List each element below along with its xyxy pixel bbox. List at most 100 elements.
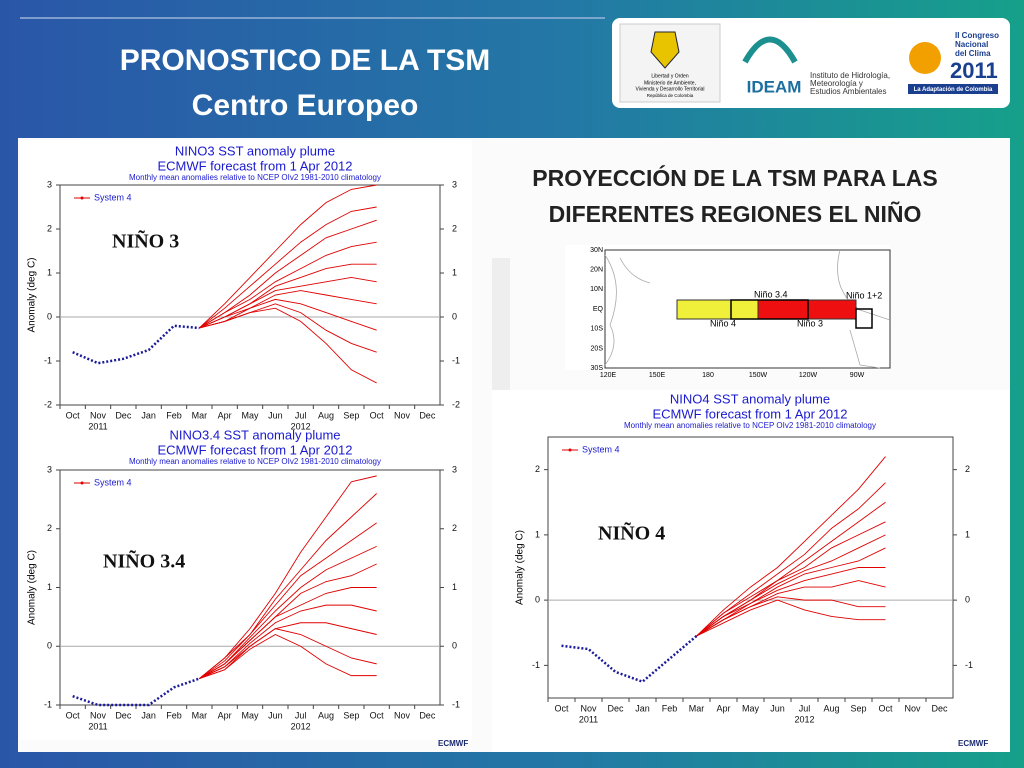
y-tick-label: 1 [535, 529, 540, 539]
lat-label: 20S [591, 345, 604, 352]
lat-label: 20N [590, 267, 603, 274]
forecast-member [696, 596, 886, 637]
year-label: 2011 [88, 721, 107, 731]
x-tick-label: Mar [689, 703, 705, 713]
lon-label: 90W [850, 372, 865, 379]
lon-label: 120W [799, 372, 818, 379]
chart-subtitle: ECMWF forecast from 1 Apr 2012 [157, 442, 352, 457]
x-tick-label: May [241, 410, 259, 420]
y-tick-label: 2 [535, 464, 540, 474]
x-tick-label: Jun [770, 703, 785, 713]
x-tick-label: Dec [419, 710, 436, 720]
x-tick-label: Nov [580, 703, 597, 713]
chart-note: Monthly mean anomalies relative to NCEP … [624, 421, 876, 430]
logo-text: Estudios Ambientales [810, 87, 887, 96]
forecast-member [199, 307, 377, 384]
x-tick-label: Jun [268, 410, 283, 420]
region-label: Niño 3.4 [754, 289, 788, 299]
y-tick-label: 2 [452, 223, 457, 233]
logo-text: IDEAM [747, 77, 802, 96]
legend-swatch [568, 448, 572, 452]
year-label: 2011 [88, 421, 107, 431]
x-tick-label: Dec [607, 703, 624, 713]
forecast-member [696, 456, 886, 637]
forecast-member [199, 475, 377, 679]
plot-frame [59, 184, 441, 406]
x-tick-label: Dec [419, 410, 436, 420]
chart-note: Monthly mean anomalies relative to NCEP … [129, 457, 381, 466]
x-tick-label: Dec [115, 410, 132, 420]
region-title: NIÑO 3.4 [103, 550, 185, 573]
x-tick-label: Nov [394, 410, 411, 420]
forecast-member [199, 276, 377, 329]
forecast-member [199, 522, 377, 679]
x-tick-label: Jul [799, 703, 811, 713]
chart-subtitle: ECMWF forecast from 1 Apr 2012 [157, 158, 352, 173]
y-tick-label: 0 [47, 311, 52, 321]
y-tick-label: 1 [452, 582, 457, 592]
y-tick-label: 2 [452, 523, 457, 533]
y-tick-label: -1 [452, 355, 460, 365]
y-tick-label: -1 [44, 699, 52, 709]
legend-label: System 4 [94, 477, 132, 487]
x-tick-label: Nov [394, 710, 411, 720]
observed-line [72, 677, 200, 707]
x-tick-label: Oct [66, 710, 81, 720]
x-tick-label: Apr [218, 410, 232, 420]
y-tick-label: 1 [47, 267, 52, 277]
forecast-member [199, 219, 377, 329]
chart-title: NINO3.4 SST anomaly plume [170, 427, 341, 442]
x-tick-label: Mar [192, 410, 208, 420]
year-label: 2012 [291, 721, 311, 731]
plot-frame [547, 436, 954, 699]
slide-title: PRONOSTICO DE LA TSM [120, 44, 491, 77]
y-tick-label: -2 [452, 399, 460, 409]
slide-subtitle: Centro Europeo [192, 89, 419, 122]
year-label: 2011 [579, 714, 598, 724]
x-tick-label: Oct [370, 410, 385, 420]
lat-label: 30N [590, 247, 603, 254]
section-heading: DIFERENTES REGIONES EL NIÑO [549, 200, 922, 227]
legend-swatch [80, 481, 84, 485]
x-tick-label: Aug [318, 710, 334, 720]
x-tick-label: Oct [370, 710, 385, 720]
lat-label: EQ [593, 306, 604, 313]
y-tick-label: 2 [47, 523, 52, 533]
x-tick-label: Feb [166, 410, 182, 420]
region-title: NIÑO 4 [598, 522, 665, 545]
y-tick-label: 0 [965, 595, 970, 605]
x-tick-label: Jan [141, 410, 156, 420]
lon-label: 120E [600, 372, 617, 379]
forecast-member [199, 206, 377, 329]
region-label: Niño 4 [710, 318, 736, 328]
x-tick-label: May [241, 710, 259, 720]
chart-note: Monthly mean anomalies relative to NCEP … [129, 173, 381, 182]
logo-text: Instituto de Hidrología, [810, 71, 890, 80]
x-tick-label: Jun [268, 710, 283, 720]
y-tick-label: 2 [47, 223, 52, 233]
x-tick-label: Nov [90, 410, 107, 420]
x-tick-label: Sep [850, 703, 866, 713]
lat-label: 10S [591, 326, 604, 333]
logo-bar: Libertad y Orden Ministerio de Ambiente,… [612, 18, 1010, 108]
logo-text: La Adaptación de Colombia [914, 87, 993, 93]
y-tick-label: 0 [452, 311, 457, 321]
y-tick-label: 3 [452, 464, 457, 474]
x-tick-label: Feb [662, 703, 678, 713]
x-tick-label: Apr [716, 703, 730, 713]
y-tick-label: 3 [452, 179, 457, 189]
y-tick-label: 3 [47, 179, 52, 189]
chart-subtitle: ECMWF forecast from 1 Apr 2012 [652, 406, 847, 421]
y-tick-label: 0 [452, 641, 457, 651]
chart-title: NINO4 SST anomaly plume [670, 391, 830, 406]
forecast-member [199, 184, 377, 329]
ecmwf-logo: ECMWF [958, 739, 988, 748]
x-tick-label: Aug [318, 410, 334, 420]
lon-label: 180 [702, 372, 714, 379]
forecast-member [696, 501, 886, 637]
